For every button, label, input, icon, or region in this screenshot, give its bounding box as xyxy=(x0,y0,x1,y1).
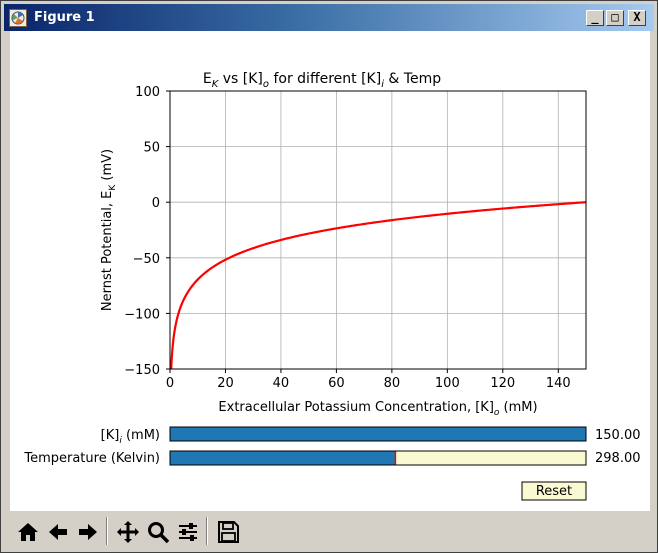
home-button[interactable] xyxy=(12,516,42,546)
slider-temperature-value: 298.00 xyxy=(595,451,641,466)
y-tick-label: 100 xyxy=(135,85,160,100)
y-axis-ticks: 100 50 0 −50 −100 −150 xyxy=(124,85,170,378)
x-tick-label: 140 xyxy=(546,376,571,391)
minimize-button[interactable]: _ xyxy=(586,10,604,26)
chart-title: EK vs [K]o for different [K]i & Temp xyxy=(203,71,441,90)
y-tick-label: 0 xyxy=(152,196,160,211)
x-axis-ticks: 0 20 40 60 80 100 120 140 xyxy=(166,369,571,391)
x-tick-label: 100 xyxy=(435,376,460,391)
y-tick-label: −50 xyxy=(133,252,160,267)
reset-button-label[interactable]: Reset xyxy=(536,484,572,499)
x-tick-label: 20 xyxy=(217,376,234,391)
toolbar-separator xyxy=(106,517,108,545)
x-tick-label: 80 xyxy=(384,376,401,391)
title-bar[interactable]: Figure 1 _ □ X xyxy=(4,4,654,31)
y-tick-label: −100 xyxy=(124,307,160,322)
forward-button[interactable] xyxy=(72,516,102,546)
matplotlib-app-icon xyxy=(9,9,27,27)
window-title: Figure 1 xyxy=(34,10,95,25)
toolbar-separator xyxy=(206,517,208,545)
close-button[interactable]: X xyxy=(628,10,646,26)
chart-svg[interactable]: EK vs [K]o for different [K]i & Temp 0 20… xyxy=(10,31,650,511)
x-tick-label: 60 xyxy=(328,376,345,391)
maximize-button[interactable]: □ xyxy=(606,10,624,26)
home-icon xyxy=(18,523,38,541)
save-icon xyxy=(218,521,239,543)
slider-label-ki: [K]i (mM) xyxy=(101,428,160,446)
save-button[interactable] xyxy=(212,516,242,546)
navigation-toolbar xyxy=(10,513,650,550)
x-tick-label: 120 xyxy=(490,376,515,391)
slider-ki-fill[interactable] xyxy=(170,427,586,441)
zoom-icon xyxy=(148,522,170,544)
slider-ki-value: 150.00 xyxy=(595,428,641,443)
slider-label-temperature: Temperature (Kelvin) xyxy=(23,451,160,466)
back-arrow-icon xyxy=(49,524,67,540)
forward-arrow-icon xyxy=(79,524,97,540)
y-tick-label: 50 xyxy=(143,141,160,156)
x-tick-label: 40 xyxy=(273,376,290,391)
reset-button[interactable] xyxy=(521,481,587,501)
y-axis-label: Nernst Potential, EK (mV) xyxy=(100,149,118,311)
slider-temperature-border xyxy=(169,450,587,466)
pan-button[interactable] xyxy=(112,516,142,546)
slider-ki-border xyxy=(169,426,587,442)
zoom-button[interactable] xyxy=(142,516,172,546)
configure-subplots-icon xyxy=(179,523,197,541)
x-tick-label: 0 xyxy=(166,376,174,391)
slider-temperature-fill[interactable] xyxy=(170,451,396,465)
y-tick-label: −150 xyxy=(124,363,160,378)
grid-lines xyxy=(169,90,586,370)
plot-frame xyxy=(169,90,587,370)
configure-subplots-button[interactable] xyxy=(172,516,202,546)
back-button[interactable] xyxy=(42,516,72,546)
x-axis-label: Extracellular Potassium Concentration, [… xyxy=(218,400,537,418)
pan-icon xyxy=(117,521,139,543)
figure-canvas[interactable]: EK vs [K]o for different [K]i & Temp 0 20… xyxy=(10,31,650,511)
series-line-ek xyxy=(170,201,587,369)
